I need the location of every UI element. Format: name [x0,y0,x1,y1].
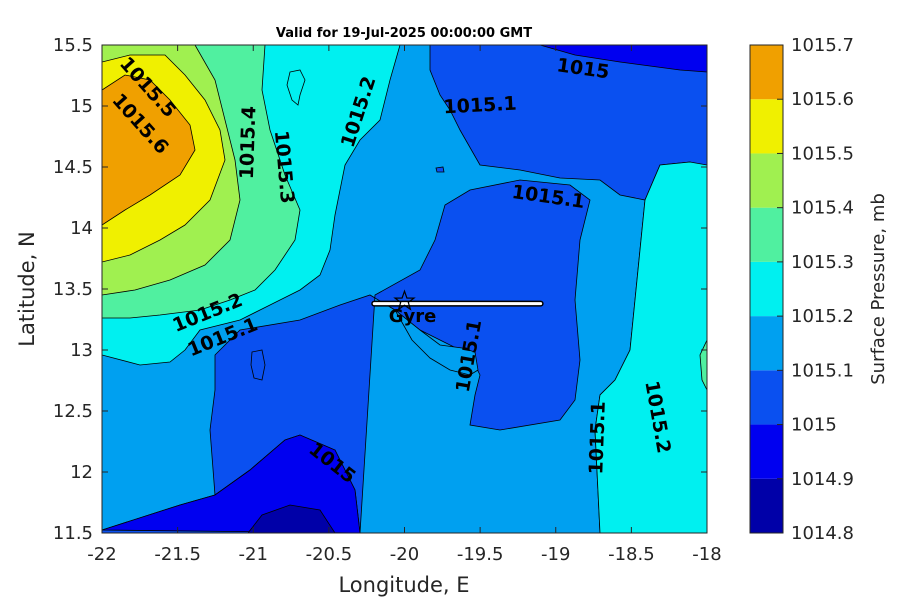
y-tick-label: 12.5 [53,401,93,422]
contour-label: 1015.1 [585,401,610,475]
x-tick-label: -20.5 [306,544,353,565]
region-island-small [435,166,445,173]
region-gyre-patch [394,309,479,376]
colorbar-swatch [750,261,783,317]
colorbar-swatch [750,370,783,425]
x-tick-label: -18 [692,544,721,565]
region-island-top [286,69,306,106]
y-tick-label: 13 [70,340,93,361]
y-tick-label: 11.5 [53,523,93,544]
x-axis-label: Longitude, E [338,573,469,597]
colorbar-swatch [750,478,783,533]
colorbar-tick-label: 1014.9 [791,469,854,490]
colorbar-tick-label: 1015.5 [791,143,854,164]
x-tick-label: -21 [239,544,268,565]
contour-label: 1015.4 [236,106,261,180]
track-layer: Gyre [371,289,544,327]
colorbar-tick-label: 1015.3 [791,252,854,273]
colorbar-frame [749,44,784,534]
contour-label: 1015.1 [443,93,517,119]
region-1014-9-top [539,45,707,73]
x-tick-label: -19.5 [457,544,504,565]
x-tick-label: -22 [87,544,116,565]
contour-fill [102,45,707,533]
y-axis-label: Latitude, N [15,231,39,347]
gyre-label: Gyre [389,306,437,327]
colorbar-swatch [750,99,783,154]
y-axis: 11.5 12 12.5 13 13.5 14 14.5 15 15.5 [53,35,707,544]
colorbar-tick-label: 1015.4 [791,198,854,219]
y-tick-label: 15 [70,96,93,117]
y-tick-label: 13.5 [53,279,93,300]
colorbar-swatch [750,153,783,208]
colorbar-label: Surface Pressure, mb [868,193,889,385]
colorbar-swatch [750,424,783,479]
colorbar-tick-label: 1014.8 [791,523,854,544]
region-1015-2-right [594,161,707,533]
y-tick-label: 14.5 [53,157,93,178]
colorbar-swatch [750,207,783,262]
colorbar-tick-label: 1015 [791,415,837,436]
region-1014-8 [247,504,336,533]
y-tick-label: 14 [70,218,93,239]
colorbar-tick-label: 1015.2 [791,306,854,327]
chart-title: Valid for 19-Jul-2025 00:00:00 GMT [276,26,532,41]
colorbar-swatch [750,316,783,371]
x-tick-label: -19 [541,544,570,565]
region-1015-6 [102,74,196,226]
colorbar: 1014.8 1014.9 1015 1015.1 1015.2 1015.3 1015.4… [749,35,854,544]
x-axis: -22 -21.5 -21 -20.5 -20 -19.5 -19 -18.5 -18 [87,45,722,565]
colorbar-tick-label: 1015.7 [791,35,854,56]
colorbar-swatch [750,45,783,100]
x-tick-label: -18.5 [608,544,655,565]
x-tick-label: -21.5 [154,544,201,565]
colorbar-tick-label: 1015.1 [791,360,854,381]
y-tick-label: 12 [70,462,93,483]
y-tick-label: 15.5 [53,35,93,56]
colorbar-tick-label: 1015.6 [791,89,854,110]
x-tick-label: -20 [390,544,419,565]
region-island-mid [250,349,266,381]
gyre-star-icon [393,289,416,311]
